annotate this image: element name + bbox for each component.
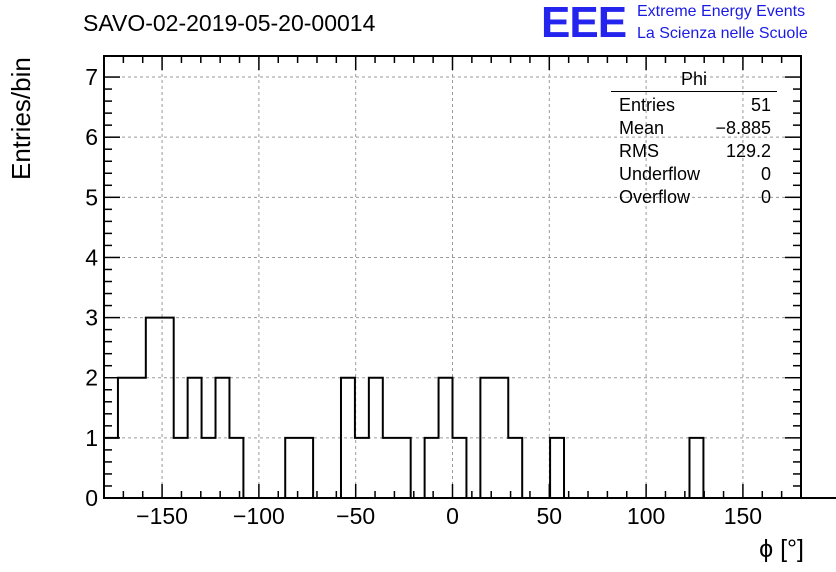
stats-label: Entries bbox=[619, 95, 676, 115]
stats-box: Phi Entries 51 Mean −8.885 RMS 129.2 Und… bbox=[611, 69, 777, 209]
x-tick-label: −150 bbox=[136, 503, 188, 529]
stats-value: 51 bbox=[750, 95, 771, 115]
stats-label: Overflow bbox=[619, 187, 691, 207]
histogram-bin bbox=[118, 378, 132, 498]
histogram-bin bbox=[439, 378, 453, 498]
histogram-bin bbox=[216, 378, 230, 498]
x-axis-label: ϕ [°] bbox=[759, 535, 804, 563]
histogram-bin bbox=[689, 438, 703, 498]
y-tick-label: 2 bbox=[85, 365, 98, 391]
histogram-bin bbox=[132, 378, 146, 498]
stats-value: 0 bbox=[760, 187, 771, 207]
x-tick-label: 100 bbox=[627, 503, 665, 529]
histogram-bin bbox=[453, 438, 467, 498]
x-tick-label: 150 bbox=[724, 503, 762, 529]
x-tick-label: 50 bbox=[537, 503, 563, 529]
logo-line-2: La Scienza nelle Scuole bbox=[637, 25, 808, 42]
histogram-outline bbox=[104, 316, 836, 499]
histogram-bin bbox=[229, 438, 243, 498]
histogram-bin bbox=[480, 378, 494, 498]
histogram-bin bbox=[104, 438, 118, 498]
stats-label: Underflow bbox=[619, 164, 701, 184]
stats-row-mean: Mean −8.885 bbox=[611, 117, 777, 140]
histogram-bin bbox=[369, 378, 383, 498]
stats-row-rms: RMS 129.2 bbox=[611, 140, 777, 163]
logo-line-1: Extreme Energy Events bbox=[637, 3, 806, 20]
histogram-bin bbox=[202, 438, 216, 498]
y-tick-label: 1 bbox=[85, 425, 98, 451]
histogram-bin bbox=[146, 318, 160, 498]
x-tick-label: 0 bbox=[446, 503, 459, 529]
histogram-bin bbox=[160, 318, 174, 498]
y-axis-label: Entries/bin bbox=[6, 57, 36, 180]
histogram-series bbox=[104, 316, 836, 499]
stats-row-overflow: Overflow 0 bbox=[611, 186, 777, 209]
histogram-bin bbox=[299, 438, 313, 498]
y-tick-label: 3 bbox=[85, 305, 98, 331]
histogram-bin bbox=[508, 438, 522, 498]
stats-name: Phi bbox=[611, 69, 777, 92]
axis-ticks bbox=[103, 56, 802, 499]
y-tick-label: 5 bbox=[85, 184, 98, 210]
axis-tick-labels: −150 −100 −50 0 50 100 150 0 1 2 3 4 5 6 7 bbox=[85, 64, 762, 529]
histogram-bin bbox=[425, 438, 439, 498]
stats-value: −8.885 bbox=[715, 118, 771, 138]
stats-value: 129.2 bbox=[725, 141, 771, 161]
stats-value: 0 bbox=[760, 164, 771, 184]
stats-row-underflow: Underflow 0 bbox=[611, 163, 777, 186]
y-tick-label: 7 bbox=[85, 64, 98, 90]
histogram-bin bbox=[397, 438, 411, 498]
stats-label: Mean bbox=[619, 118, 665, 138]
histogram-bin bbox=[285, 438, 299, 498]
histogram-bin bbox=[494, 378, 508, 498]
stats-label: RMS bbox=[619, 141, 659, 161]
y-tick-label: 0 bbox=[85, 485, 98, 511]
histogram-bin bbox=[383, 438, 397, 498]
histogram-bin bbox=[341, 378, 355, 498]
y-tick-label: 6 bbox=[85, 124, 98, 150]
histogram-bin bbox=[355, 438, 369, 498]
y-tick-label: 4 bbox=[85, 244, 98, 270]
x-tick-label: −100 bbox=[233, 503, 285, 529]
histogram-bin bbox=[188, 378, 202, 498]
histogram-bin bbox=[174, 438, 188, 498]
chart-title: SAVO-02-2019-05-20-00014 bbox=[83, 10, 376, 36]
eee-logo: EEE bbox=[541, 0, 627, 47]
stats-row-entries: Entries 51 bbox=[611, 94, 777, 117]
x-tick-label: −50 bbox=[336, 503, 375, 529]
histogram-bin bbox=[550, 438, 564, 498]
